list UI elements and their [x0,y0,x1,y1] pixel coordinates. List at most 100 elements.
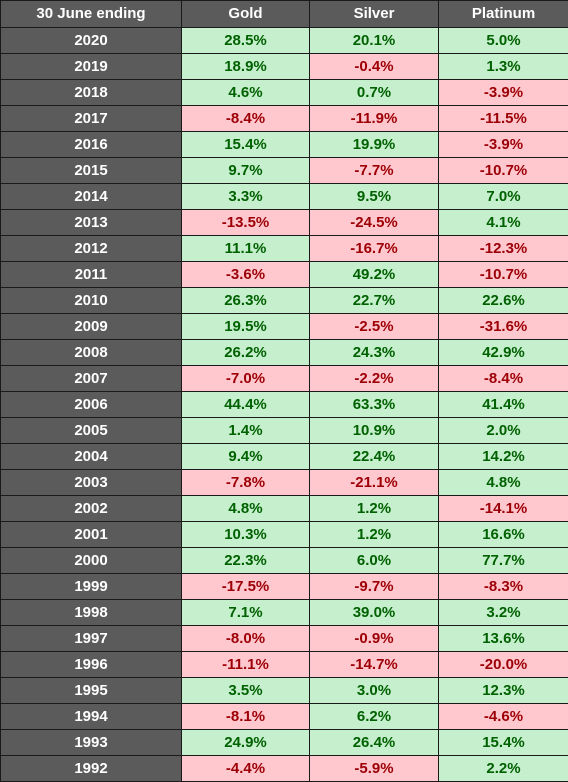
header-row: 30 June ending Gold Silver Platinum [1,1,568,28]
platinum-return-cell: 2.0% [439,418,568,444]
gold-return-cell: -7.0% [182,366,310,392]
row-year: 1992 [1,756,182,782]
silver-return-cell: 1.2% [310,496,439,522]
header-gold: Gold [182,1,310,28]
gold-return-cell: 4.8% [182,496,310,522]
gold-return-cell: 7.1% [182,600,310,626]
platinum-return-cell: -12.3% [439,236,568,262]
gold-return-cell: -11.1% [182,652,310,678]
silver-return-cell: 9.5% [310,184,439,210]
row-year: 2019 [1,54,182,80]
table-row: 2017-8.4%-11.9%-11.5% [1,106,568,132]
platinum-return-cell: -3.9% [439,80,568,106]
gold-return-cell: 26.2% [182,340,310,366]
silver-return-cell: -7.7% [310,158,439,184]
platinum-return-cell: 15.4% [439,730,568,756]
silver-return-cell: 26.4% [310,730,439,756]
row-year: 2005 [1,418,182,444]
silver-return-cell: -14.7% [310,652,439,678]
table-row: 2007-7.0%-2.2%-8.4% [1,366,568,392]
silver-return-cell: -9.7% [310,574,439,600]
silver-return-cell: 39.0% [310,600,439,626]
silver-return-cell: 3.0% [310,678,439,704]
gold-return-cell: -8.0% [182,626,310,652]
silver-return-cell: 19.9% [310,132,439,158]
platinum-return-cell: -3.9% [439,132,568,158]
platinum-return-cell: 16.6% [439,522,568,548]
platinum-return-cell: 41.4% [439,392,568,418]
header-period: 30 June ending [1,1,182,28]
gold-return-cell: 1.4% [182,418,310,444]
header-silver: Silver [310,1,439,28]
platinum-return-cell: -8.3% [439,574,568,600]
platinum-return-cell: -8.4% [439,366,568,392]
row-year: 2014 [1,184,182,210]
table-row: 1997-8.0%-0.9%13.6% [1,626,568,652]
row-year: 2004 [1,444,182,470]
silver-return-cell: -16.7% [310,236,439,262]
header-platinum: Platinum [439,1,568,28]
platinum-return-cell: 4.1% [439,210,568,236]
platinum-return-cell: -10.7% [439,262,568,288]
silver-return-cell: 0.7% [310,80,439,106]
silver-return-cell: -21.1% [310,470,439,496]
silver-return-cell: 6.0% [310,548,439,574]
gold-return-cell: -3.6% [182,262,310,288]
gold-return-cell: 19.5% [182,314,310,340]
silver-return-cell: 10.9% [310,418,439,444]
platinum-return-cell: -11.5% [439,106,568,132]
table-row: 2013-13.5%-24.5%4.1% [1,210,568,236]
silver-return-cell: -2.5% [310,314,439,340]
table-row: 1992-4.4%-5.9%2.2% [1,756,568,782]
silver-return-cell: 20.1% [310,28,439,54]
row-year: 2003 [1,470,182,496]
silver-return-cell: 22.7% [310,288,439,314]
row-year: 1994 [1,704,182,730]
platinum-return-cell: 13.6% [439,626,568,652]
row-year: 2011 [1,262,182,288]
row-year: 1993 [1,730,182,756]
row-year: 2020 [1,28,182,54]
row-year: 2002 [1,496,182,522]
platinum-return-cell: -20.0% [439,652,568,678]
gold-return-cell: 3.5% [182,678,310,704]
row-year: 2009 [1,314,182,340]
platinum-return-cell: 14.2% [439,444,568,470]
platinum-return-cell: 5.0% [439,28,568,54]
row-year: 2001 [1,522,182,548]
gold-return-cell: 4.6% [182,80,310,106]
row-year: 2016 [1,132,182,158]
platinum-return-cell: 4.8% [439,470,568,496]
gold-return-cell: 9.4% [182,444,310,470]
gold-return-cell: -7.8% [182,470,310,496]
row-year: 2013 [1,210,182,236]
gold-return-cell: 28.5% [182,28,310,54]
table-row: 2003-7.8%-21.1%4.8% [1,470,568,496]
row-year: 2017 [1,106,182,132]
row-year: 2008 [1,340,182,366]
platinum-return-cell: 22.6% [439,288,568,314]
row-year: 1998 [1,600,182,626]
gold-return-cell: -8.4% [182,106,310,132]
platinum-return-cell: -14.1% [439,496,568,522]
row-year: 2018 [1,80,182,106]
row-year: 1999 [1,574,182,600]
gold-return-cell: 15.4% [182,132,310,158]
silver-return-cell: -0.9% [310,626,439,652]
